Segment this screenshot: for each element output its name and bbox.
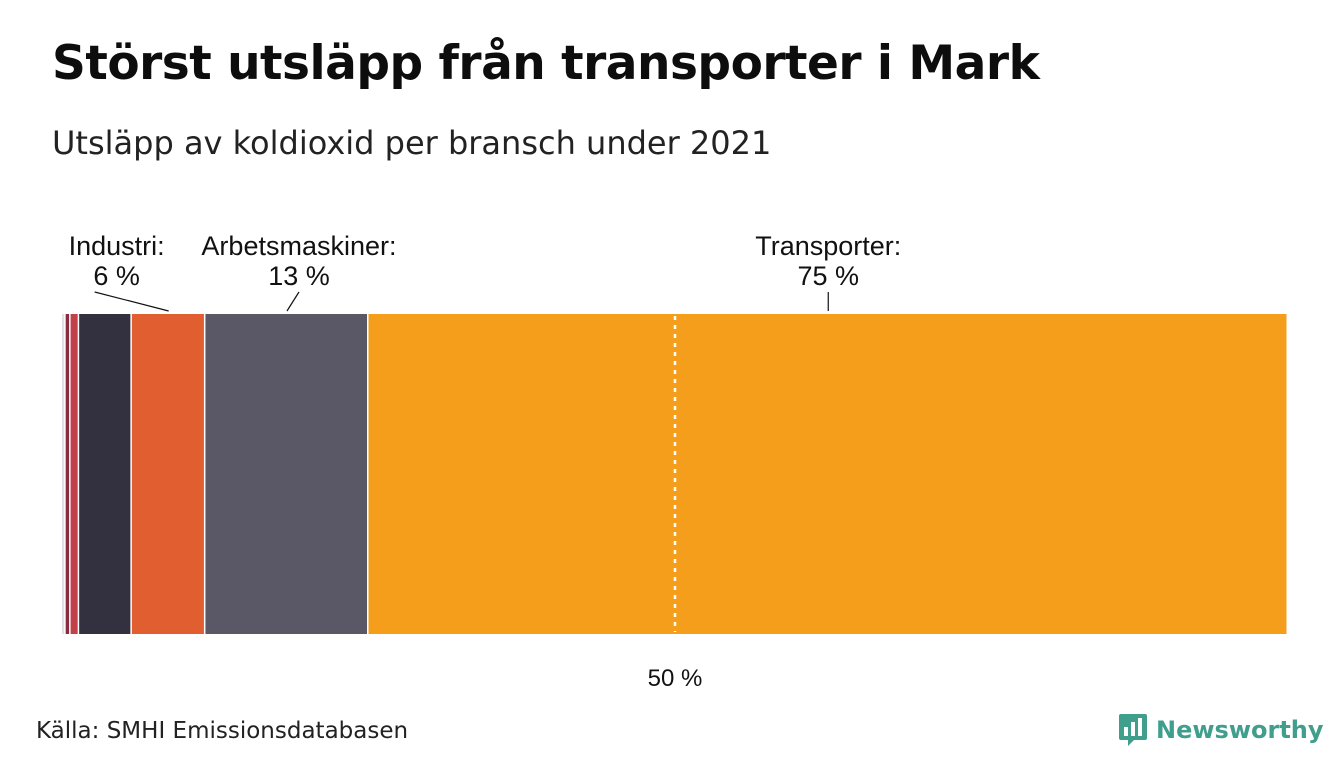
segment-value-label: 75 % (797, 261, 859, 291)
segment-name-label: Arbetsmaskiner: (201, 231, 396, 261)
segment-value-label: 13 % (268, 261, 330, 291)
segment-name-label: Industri: (69, 231, 165, 261)
bar-segment (131, 314, 204, 634)
leader-line (94, 291, 169, 312)
chart-title: Störst utsläpp från transporter i Mark (52, 36, 1040, 91)
newsworthy-logo: Newsworthy (1118, 712, 1324, 748)
leader-line (286, 291, 300, 312)
chart-subtitle: Utsläpp av koldioxid per bransch under 2… (52, 124, 772, 162)
bar-segment (79, 314, 131, 634)
reference-line-label: 50 % (648, 665, 703, 692)
segment-value-label: 6 % (93, 261, 140, 291)
bar-segment (62, 314, 65, 634)
bar-segment (65, 314, 70, 634)
bar-segment (368, 314, 1287, 634)
segment-name-label: Transporter: (755, 231, 901, 261)
bar-chart-speech-bubble-icon (1119, 714, 1147, 746)
source-note: Källa: SMHI Emissionsdatabasen (36, 718, 409, 744)
bar-segment (70, 314, 78, 634)
bar-segment (205, 314, 367, 634)
brand-name: Newsworthy (1156, 716, 1324, 744)
